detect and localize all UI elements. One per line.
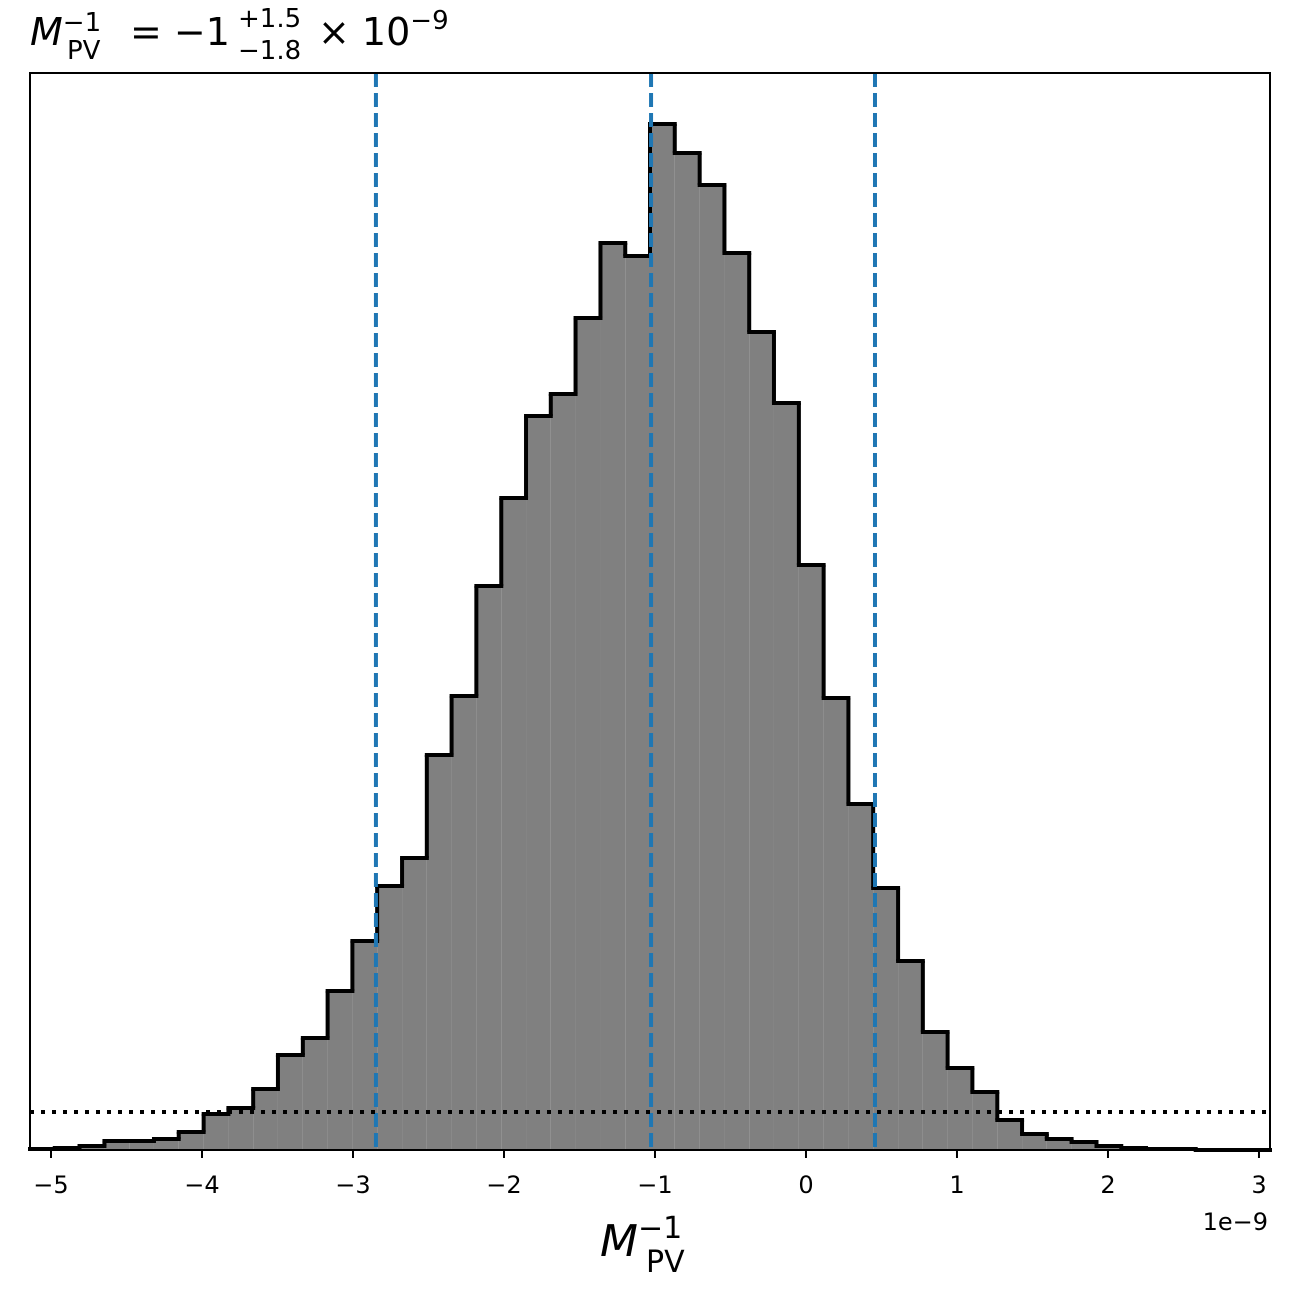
bar — [451, 696, 477, 1150]
bar — [749, 332, 774, 1150]
bar — [550, 394, 576, 1150]
title-superscript: −1 — [63, 8, 101, 38]
bar — [972, 1092, 998, 1150]
bar — [526, 416, 551, 1150]
bar — [253, 1089, 278, 1150]
x-tick-label: −4 — [184, 1171, 219, 1199]
x-offset-label: 1e−9 — [1203, 1208, 1268, 1236]
x-tick-label: 2 — [1100, 1171, 1115, 1199]
bar — [501, 498, 527, 1150]
bar — [650, 124, 675, 1150]
bar — [947, 1068, 973, 1150]
bar — [699, 185, 725, 1150]
title-exponent: −9 — [410, 6, 448, 36]
bar — [575, 318, 601, 1150]
bar — [178, 1132, 204, 1150]
title-lower: −1.8 — [238, 36, 301, 66]
bar — [1022, 1134, 1047, 1150]
xlabel-subscript: PV — [646, 1245, 685, 1280]
title-subscript: PV — [67, 36, 101, 66]
bar — [203, 1114, 229, 1150]
bar — [476, 586, 502, 1150]
title-times: × 10 — [318, 10, 410, 54]
xlabel-superscript: −1 — [638, 1211, 682, 1246]
bar — [898, 961, 923, 1150]
bar — [625, 256, 650, 1150]
bar — [922, 1032, 948, 1150]
bar — [873, 888, 899, 1150]
title-equals: = −1 — [130, 10, 230, 54]
bar — [600, 243, 626, 1150]
bar — [1046, 1139, 1072, 1150]
bar — [773, 403, 799, 1150]
bar — [104, 1141, 130, 1150]
bar — [724, 253, 750, 1150]
x-tick-label: 0 — [798, 1171, 813, 1199]
title-upper: +1.5 — [238, 4, 301, 34]
bar — [848, 804, 874, 1150]
x-tick-label: −3 — [335, 1171, 370, 1199]
xlabel-symbol: M — [600, 1216, 638, 1267]
bar — [352, 941, 378, 1150]
x-axis-label: M−1 PV — [600, 1211, 685, 1280]
x-tick-label: 1 — [949, 1171, 964, 1199]
chart-title: M−1 PV = −1 +1.5 −1.8 × 10−9 — [30, 4, 449, 66]
bar — [426, 755, 452, 1150]
bar — [674, 153, 700, 1150]
bar — [129, 1141, 154, 1150]
bar — [327, 991, 353, 1150]
bar — [997, 1120, 1023, 1150]
bar — [377, 886, 403, 1150]
bar — [302, 1038, 328, 1150]
bar — [228, 1108, 254, 1150]
x-tick-label: −1 — [637, 1171, 672, 1199]
bar — [1071, 1142, 1097, 1150]
bar — [277, 1055, 303, 1150]
plot-frame — [29, 72, 1271, 1151]
x-tick-label: 3 — [1251, 1171, 1266, 1199]
bar — [153, 1139, 179, 1150]
title-symbol: M — [30, 10, 63, 54]
bar — [823, 698, 849, 1150]
x-tick-label: −2 — [486, 1171, 521, 1199]
x-tick-label: −5 — [33, 1171, 68, 1199]
bar — [798, 565, 824, 1150]
bar — [402, 858, 427, 1150]
